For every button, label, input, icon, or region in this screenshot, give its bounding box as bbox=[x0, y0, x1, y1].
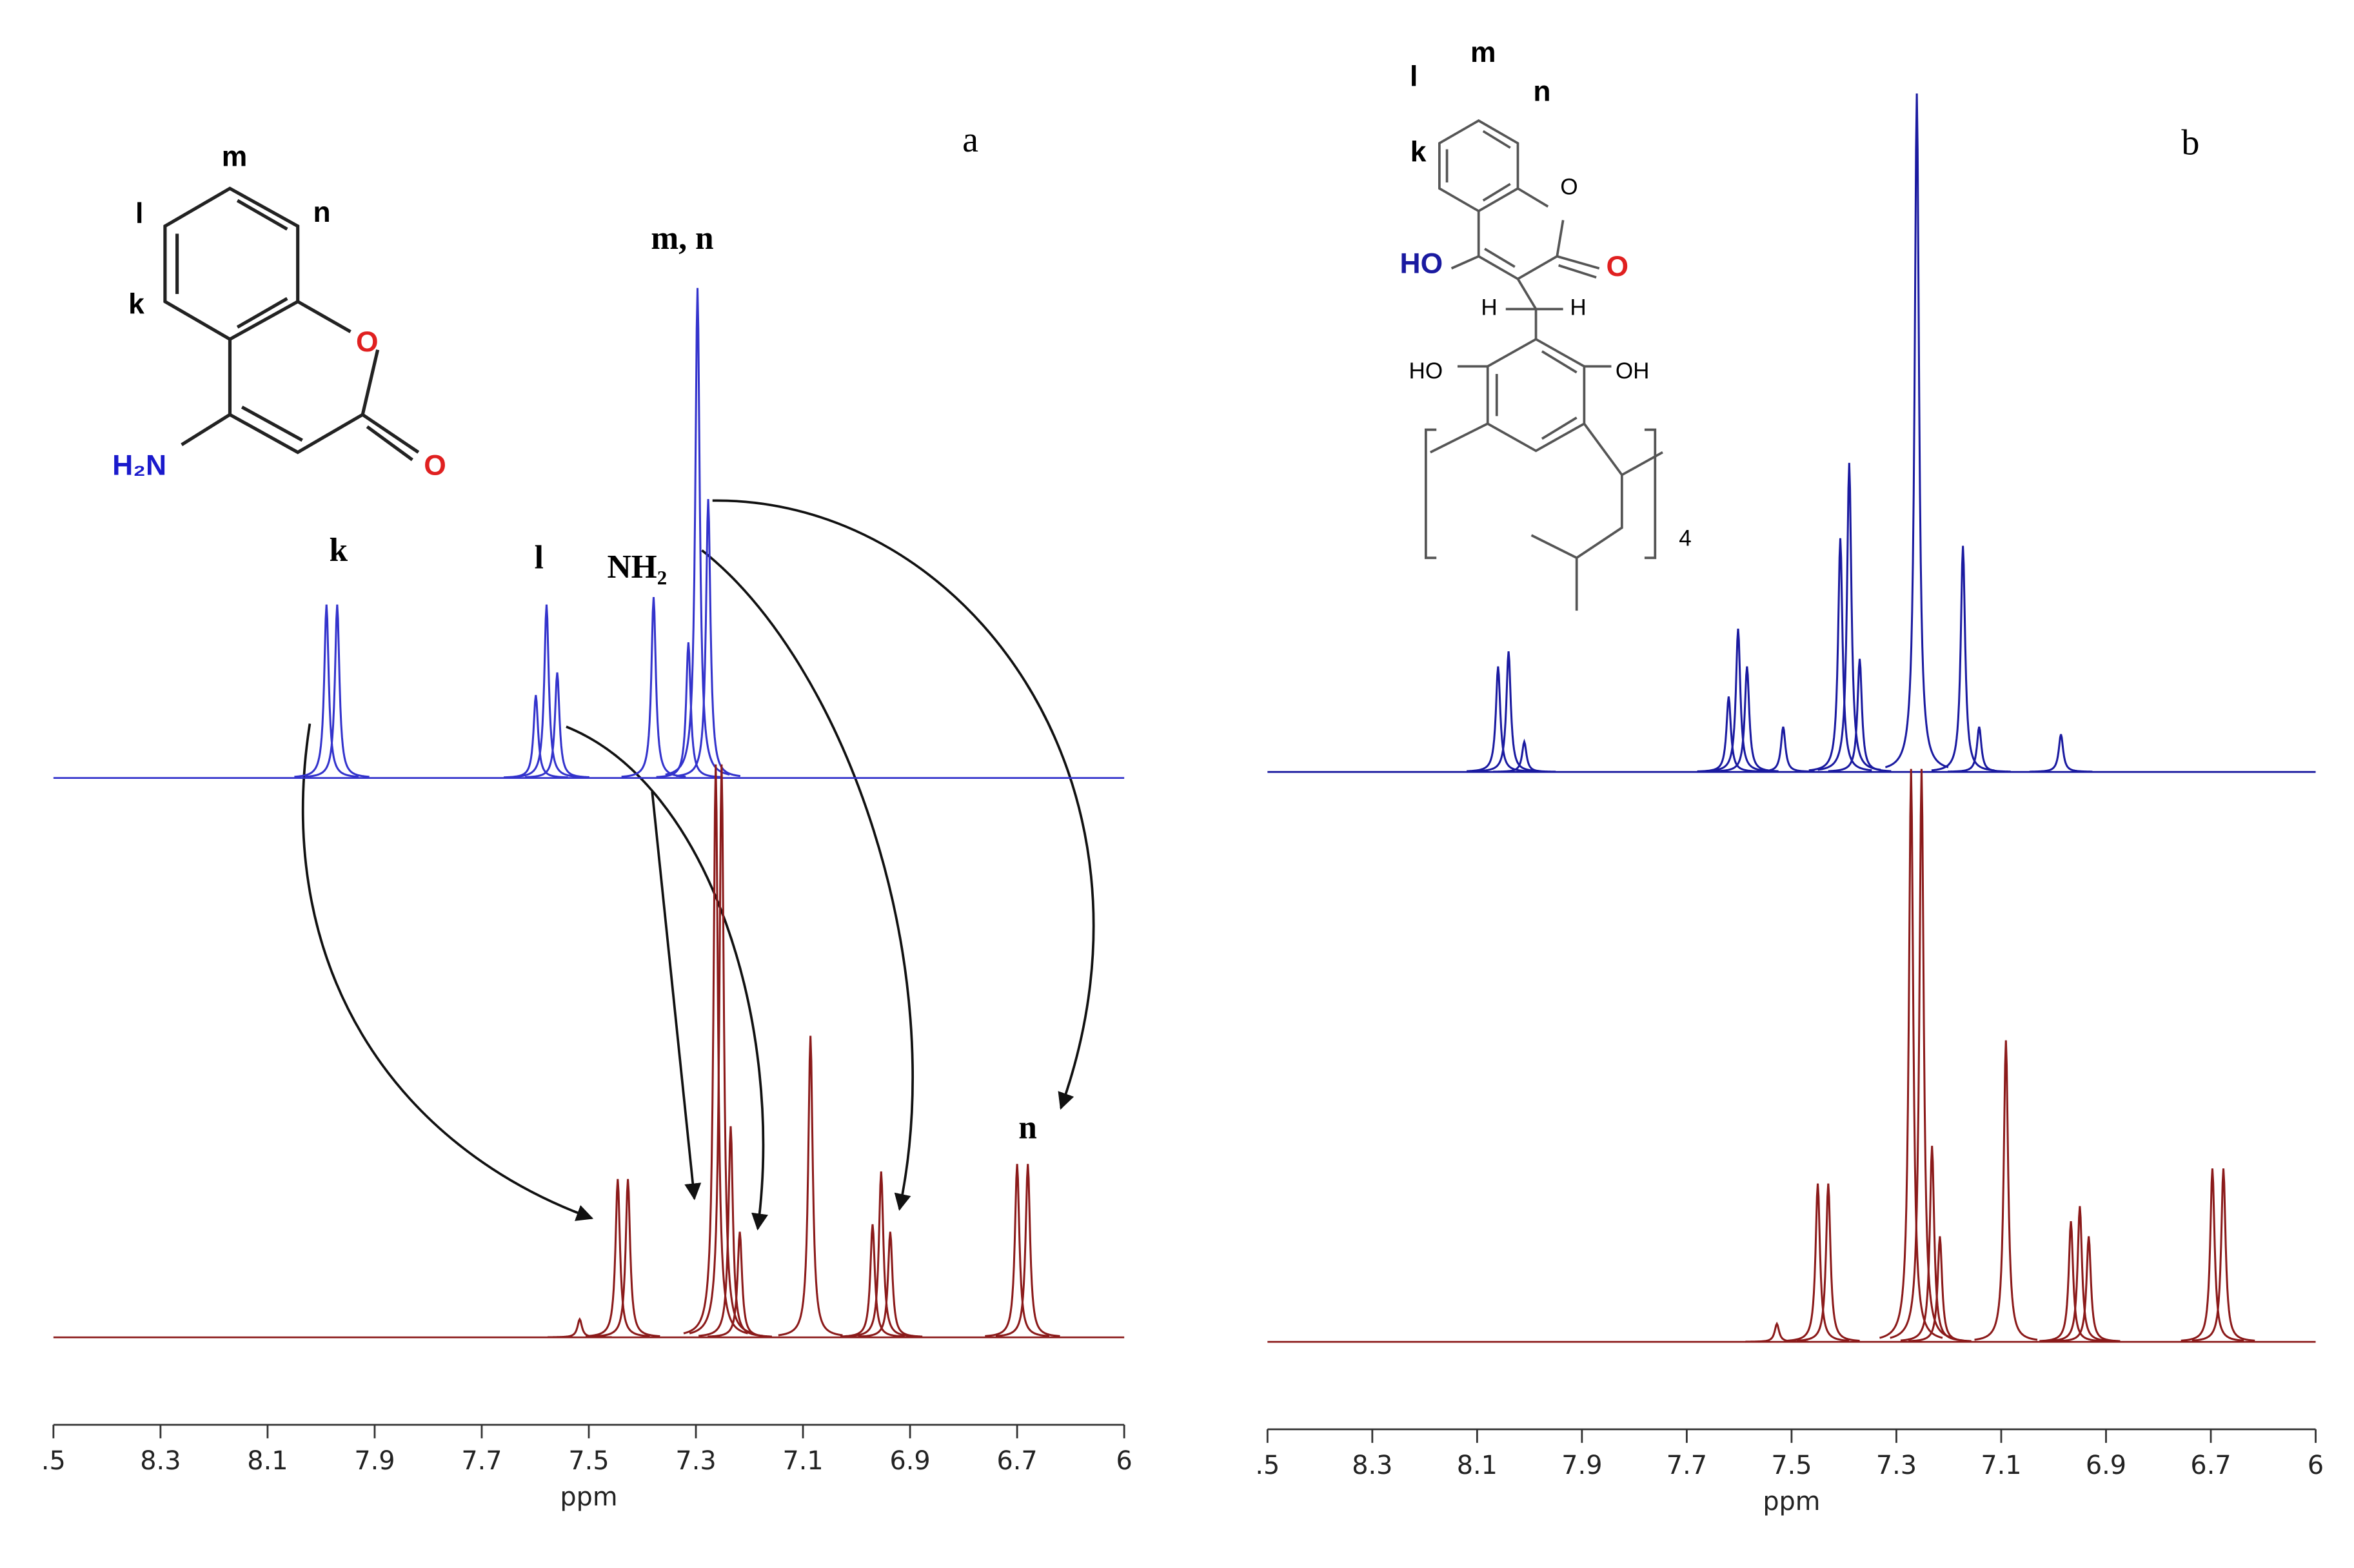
peak bbox=[1817, 462, 1881, 771]
peak-label: k bbox=[330, 532, 348, 569]
peak bbox=[2048, 1206, 2112, 1342]
structure-label: k bbox=[128, 288, 144, 320]
x-axis-title: ppm bbox=[1763, 1487, 1820, 1516]
peak bbox=[698, 1126, 763, 1337]
structure-label: O bbox=[1607, 251, 1629, 282]
peak bbox=[1890, 769, 1953, 1339]
structure-label: OH bbox=[1616, 358, 1650, 384]
peak bbox=[1752, 726, 1815, 773]
peak-label: l bbox=[535, 540, 544, 576]
x-tick-label: 6 bbox=[2308, 1451, 2324, 1480]
peak bbox=[1879, 769, 1943, 1339]
x-tick-label: 8.1 bbox=[1457, 1451, 1498, 1480]
panel-label: a bbox=[962, 120, 978, 160]
peak bbox=[656, 642, 721, 778]
peak bbox=[985, 1164, 1050, 1337]
peak bbox=[707, 1231, 772, 1338]
peak bbox=[294, 604, 359, 778]
peak bbox=[548, 1317, 612, 1338]
x-tick-label: 8.3 bbox=[1352, 1451, 1392, 1480]
peak bbox=[525, 672, 589, 779]
structure-label: 4 bbox=[1679, 525, 1692, 551]
peak bbox=[1948, 726, 2011, 773]
structure-label: k bbox=[1410, 136, 1427, 168]
arrows bbox=[301, 499, 1095, 1231]
x-tick-label: 7.5 bbox=[1771, 1451, 1812, 1480]
structure-label: O bbox=[424, 450, 446, 482]
x-tick-label: 6.7 bbox=[2190, 1451, 2231, 1480]
structure-label: O bbox=[356, 326, 379, 358]
x-tick-label: 7.5 bbox=[568, 1446, 609, 1476]
peak bbox=[1884, 93, 1949, 769]
x-tick-label: 7.9 bbox=[1561, 1451, 1602, 1480]
peak bbox=[1467, 666, 1530, 772]
peak bbox=[778, 1035, 843, 1337]
x-tick-label: 6.9 bbox=[2086, 1451, 2126, 1480]
x-tick-label: 6.7 bbox=[997, 1446, 1038, 1476]
structure-label: H bbox=[1570, 295, 1586, 320]
peak bbox=[621, 596, 686, 778]
x-axis-title: ppm bbox=[560, 1482, 617, 1512]
peak bbox=[683, 764, 748, 1335]
peak-label: n bbox=[1018, 1110, 1037, 1146]
structure-label: m bbox=[1470, 37, 1496, 68]
peak bbox=[304, 604, 370, 778]
peak bbox=[2039, 1221, 2102, 1342]
x-tick-label: 6.9 bbox=[889, 1446, 930, 1476]
x-tick-label: 6 bbox=[1116, 1446, 1132, 1476]
x-tick-label: 7.3 bbox=[1876, 1451, 1917, 1480]
peak bbox=[858, 1231, 923, 1338]
structure-label: n bbox=[313, 197, 331, 228]
x-tick-label: 7.7 bbox=[461, 1446, 502, 1476]
peak bbox=[2029, 734, 2093, 773]
peak bbox=[849, 1171, 914, 1337]
peak-label: NH₂ bbox=[608, 549, 668, 585]
x-tick-label: 7.3 bbox=[675, 1446, 716, 1476]
structure-label: l bbox=[135, 198, 143, 230]
structure-label: l bbox=[1410, 61, 1418, 92]
peak bbox=[1477, 651, 1540, 772]
structure-a: m n l k O O H₂N bbox=[112, 141, 446, 481]
peak-label: m, n bbox=[651, 220, 713, 257]
peak bbox=[1716, 666, 1779, 772]
peak bbox=[665, 288, 730, 776]
structure-b: l m n k O O HO H H HO OH 4 bbox=[1400, 37, 1692, 611]
peak bbox=[1808, 538, 1872, 772]
peak bbox=[585, 1179, 650, 1338]
structure-label: H₂N bbox=[112, 450, 166, 482]
structure-label: n bbox=[1533, 76, 1550, 108]
peak bbox=[1931, 545, 1995, 772]
x-tick-label: 7.1 bbox=[782, 1446, 823, 1476]
peak bbox=[595, 1179, 660, 1338]
structure-label: O bbox=[1560, 175, 1578, 200]
x-tick-label: .5 bbox=[1255, 1451, 1280, 1480]
x-tick-label: 7.7 bbox=[1667, 1451, 1707, 1480]
peak bbox=[2057, 1236, 2121, 1342]
peak bbox=[1908, 1236, 1972, 1342]
x-tick-label: .5 bbox=[41, 1446, 66, 1476]
peak bbox=[995, 1164, 1060, 1337]
structure-label: m bbox=[222, 141, 248, 172]
peak bbox=[1492, 738, 1556, 773]
peak bbox=[514, 604, 579, 778]
peak bbox=[1974, 1040, 2038, 1341]
structure-label: H bbox=[1481, 295, 1497, 320]
peak bbox=[2181, 1168, 2244, 1342]
x-tick-label: 8.3 bbox=[140, 1446, 181, 1476]
peak bbox=[1796, 1183, 1860, 1342]
structure-label: HO bbox=[1409, 358, 1443, 384]
x-tick-label: 7.9 bbox=[354, 1446, 395, 1476]
peak bbox=[1828, 658, 1892, 772]
x-tick-label: 7.1 bbox=[1981, 1451, 2021, 1480]
peak bbox=[676, 498, 741, 778]
structure-label: HO bbox=[1400, 248, 1443, 279]
x-tick-label: 8.1 bbox=[247, 1446, 288, 1476]
panel-label: b bbox=[2181, 123, 2199, 163]
peak bbox=[1706, 629, 1770, 772]
peak bbox=[2191, 1168, 2255, 1342]
peak bbox=[1786, 1183, 1850, 1342]
